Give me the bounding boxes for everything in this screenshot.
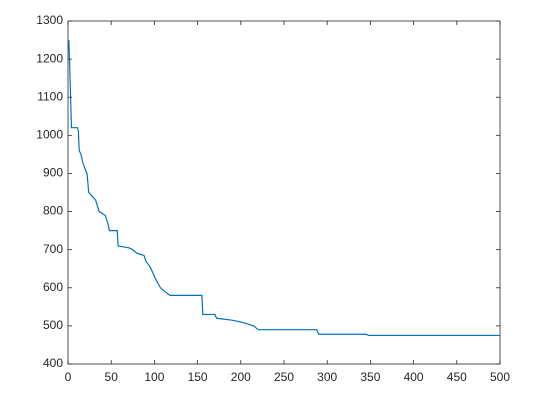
x-tick-label: 500 [490,370,510,384]
x-tick-label: 0 [65,370,72,384]
x-tick-label: 50 [105,370,119,384]
y-tick-label: 1100 [37,89,63,103]
x-tick-label: 150 [188,370,208,384]
y-tick-label: 800 [43,204,63,218]
y-tick-label: 600 [43,280,63,294]
x-tick-label: 400 [404,370,424,384]
x-tick-label: 300 [317,370,337,384]
y-tick-label: 700 [43,242,63,256]
data-line [68,40,500,337]
y-tick-label: 400 [43,356,63,370]
x-tick-label: 350 [360,370,380,384]
plot-area [67,20,501,365]
y-tick-label: 1300 [36,13,63,27]
y-tick-label: 1000 [36,128,63,142]
x-tick-label: 100 [144,370,164,384]
y-tick-label: 900 [43,166,63,180]
x-tick-label: 450 [447,370,467,384]
x-tick-label: 200 [231,370,251,384]
y-tick-label: 1200 [36,51,63,65]
x-tick-label: 250 [274,370,294,384]
y-tick-label: 500 [43,318,63,332]
